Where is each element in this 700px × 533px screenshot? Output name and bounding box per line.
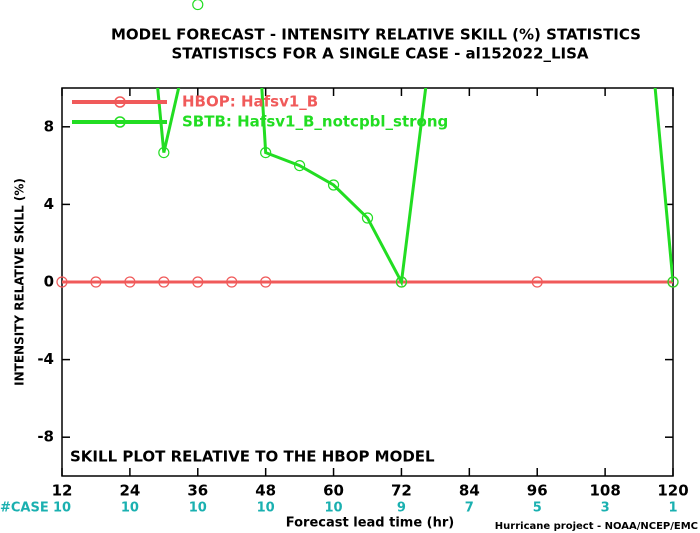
x-tick-label: 120	[657, 482, 688, 500]
footer: Hurricane project - NOAA/NCEP/EMC	[495, 521, 698, 532]
y-axis-label: INTENSITY RELATIVE SKILL (%)	[13, 178, 27, 386]
case-label: #CASE	[0, 501, 49, 516]
x-tick-label: 24	[119, 482, 140, 500]
legend-label: HBOP: Hafsv1_B	[182, 93, 318, 111]
x-tick-label: 96	[527, 482, 548, 500]
y-tick-label: 8	[44, 117, 54, 135]
x-tick-label: 12	[52, 482, 73, 500]
legend-marker	[114, 116, 126, 128]
x-tick-label: 48	[255, 482, 276, 500]
x-tick-label: 36	[187, 482, 208, 500]
case-count: 10	[189, 501, 207, 516]
y-tick-label: -8	[37, 428, 54, 446]
x-tick-label: 72	[391, 482, 412, 500]
marker	[158, 276, 170, 288]
marker	[56, 276, 68, 288]
legend-marker	[114, 96, 126, 108]
legend-label: SBTB: Hafsv1_B_notcpbl_strong	[182, 113, 448, 131]
y-tick-label: 0	[44, 273, 54, 291]
case-count: 9	[397, 501, 406, 516]
marker	[361, 212, 374, 224]
marker	[226, 276, 238, 288]
series	[156, 88, 673, 287]
case-count: 10	[121, 501, 139, 516]
x-tick-label: 108	[589, 482, 620, 500]
x-tick-label: 84	[459, 482, 480, 500]
annotation-box	[63, 440, 483, 474]
marker	[192, 276, 204, 288]
case-count: 10	[257, 501, 275, 516]
case-count: 5	[533, 501, 542, 516]
marker	[90, 276, 102, 288]
marker	[158, 147, 170, 159]
x-tick-label: 60	[323, 482, 344, 500]
marker	[260, 147, 272, 159]
y-tick-label: 4	[44, 195, 54, 213]
annotation: SKILL PLOT RELATIVE TO THE HBOP MODEL	[70, 448, 435, 466]
y-tick-label: -4	[37, 350, 54, 368]
marker	[294, 160, 306, 172]
marker	[327, 179, 340, 191]
series-line	[156, 88, 673, 287]
marker	[667, 276, 679, 288]
marker	[192, 0, 204, 11]
chart-title: MODEL FORECAST - INTENSITY RELATIVE SKIL…	[111, 26, 641, 44]
marker	[124, 276, 136, 288]
marker	[395, 276, 408, 288]
case-count: 7	[465, 501, 474, 516]
case-count: 10	[53, 501, 71, 516]
marker	[531, 276, 543, 288]
case-count: 3	[601, 501, 610, 516]
x-axis-label: Forecast lead time (hr)	[286, 516, 454, 531]
case-count: 10	[325, 501, 343, 516]
case-count: 1	[668, 501, 677, 516]
chart-subtitle: STATISTISCS FOR A SINGLE CASE - al152022…	[171, 45, 588, 63]
marker	[260, 276, 272, 288]
